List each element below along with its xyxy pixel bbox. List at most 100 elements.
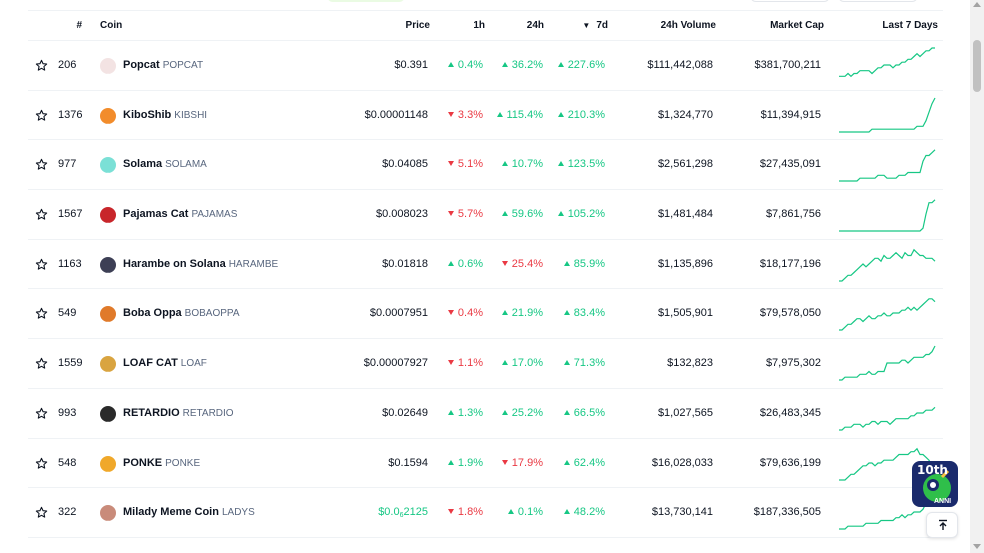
- filter-pill[interactable]: [327, 0, 405, 2]
- sparkline-7d[interactable]: [838, 439, 938, 488]
- coin-symbol: POPCAT: [162, 60, 204, 71]
- sparkline-7d[interactable]: [838, 140, 938, 189]
- sparkline-7d[interactable]: [838, 240, 938, 289]
- table-row[interactable]: 977 Solama SOLAMA $0.04085 5.1% 10.7% 123.5% $2…: [28, 140, 943, 191]
- volume-24h: $2,561,298: [657, 158, 713, 171]
- table-row[interactable]: 1163 Harambe on Solana HARAMBE $0.01818 0.6%…: [28, 240, 943, 290]
- change-1h-value: 0.4%: [457, 307, 483, 320]
- caret-up-icon: [447, 459, 454, 465]
- filter-pill[interactable]: [838, 0, 918, 2]
- watchlist-star-button[interactable]: [35, 140, 49, 189]
- caret-up-icon: [557, 211, 564, 217]
- watchlist-star-button[interactable]: [35, 190, 49, 239]
- anniversary-badge[interactable]: 10th ANNI: [912, 461, 958, 507]
- scrollbar-thumb[interactable]: [973, 40, 981, 92]
- watchlist-star-button[interactable]: [35, 488, 49, 537]
- filter-pill[interactable]: [750, 0, 830, 2]
- change-1h: 0.6%: [433, 240, 483, 289]
- scrollbar[interactable]: [970, 0, 984, 553]
- watchlist-star-button[interactable]: [35, 41, 49, 90]
- scroll-up-arrow-icon[interactable]: [973, 2, 981, 7]
- caret-up-icon: [501, 360, 508, 366]
- watchlist-star-button[interactable]: [35, 91, 49, 140]
- header-rank[interactable]: #: [76, 20, 82, 31]
- table-row[interactable]: 322 Milady Meme Coin LADYS $0.062125 1.8% 0.1…: [28, 488, 943, 538]
- anniversary-art: [923, 469, 951, 502]
- caret-up-icon: [501, 310, 508, 316]
- header-sparkline[interactable]: Last 7 Days: [882, 20, 938, 31]
- change-7d-value: 227.6%: [567, 59, 605, 71]
- change-24h: 0.1%: [488, 488, 543, 537]
- header-price[interactable]: Price: [405, 20, 430, 31]
- coin-symbol: BOBAOPPA: [184, 308, 240, 320]
- change-1h: 5.1%: [433, 140, 483, 189]
- table-row[interactable]: 548 PONKE PONKE $0.1594 1.9% 17.9% 62.4% $16,02…: [28, 439, 943, 489]
- market-cap: $27,435,091: [759, 158, 821, 171]
- sparkline-path: [839, 248, 936, 282]
- table-row[interactable]: 993 RETARDIO RETARDIO $0.02649 1.3% 25.2% 66.5…: [28, 389, 943, 439]
- change-1h: 0.4%: [433, 41, 483, 90]
- price-suffix: 2125: [403, 506, 428, 519]
- table-row[interactable]: 1559 LOAF CAT LOAF $0.00007927 1.1% 17.0% 71.3…: [28, 339, 943, 389]
- sparkline-chart: [839, 248, 936, 282]
- cat-icon: [100, 207, 116, 224]
- table-row[interactable]: 1376 KiboShib KIBSHI $0.00001148 3.3% 115.4% 2…: [28, 91, 943, 141]
- change-1h: 5.7%: [433, 190, 483, 239]
- volume-24h: $1,481,484: [657, 208, 713, 221]
- coin-link[interactable]: Boba Oppa BOBAOPPA: [100, 289, 340, 338]
- sparkline-7d[interactable]: [838, 41, 938, 90]
- market-cap: $7,975,302: [765, 357, 821, 370]
- sparkline-7d[interactable]: [838, 91, 938, 140]
- coin-link[interactable]: Popcat POPCAT: [100, 41, 340, 90]
- caret-up-icon: [563, 509, 570, 515]
- change-7d: 105.2%: [548, 190, 605, 239]
- coin-link[interactable]: PONKE PONKE: [100, 439, 340, 488]
- crypto-table: # Coin Price 1h 24h ▼ 7d 24h Volume Marke…: [28, 10, 943, 538]
- coin-link[interactable]: Harambe on Solana HARAMBE: [100, 240, 340, 289]
- sparkline-7d[interactable]: [838, 389, 938, 438]
- gorilla-icon: [100, 256, 116, 273]
- sparkline-7d[interactable]: [838, 339, 938, 388]
- header-1h[interactable]: 1h: [473, 20, 485, 31]
- sparkline-7d[interactable]: [838, 289, 938, 338]
- header-volume[interactable]: 24h Volume: [660, 20, 716, 31]
- coin-link[interactable]: Milady Meme Coin LADYS: [100, 488, 340, 537]
- header-24h[interactable]: 24h: [526, 20, 544, 31]
- caret-up-icon: [501, 211, 508, 217]
- price: $0.0007951: [369, 307, 428, 320]
- sparkline-7d[interactable]: [838, 190, 938, 239]
- header-7d[interactable]: ▼ 7d: [568, 11, 608, 41]
- table-row[interactable]: 549 Boba Oppa BOBAOPPA $0.0007951 0.4% 21.9% 8…: [28, 289, 943, 340]
- scroll-down-arrow-icon[interactable]: [973, 544, 981, 549]
- coin-link[interactable]: Pajamas Cat PAJAMAS: [100, 190, 340, 239]
- change-24h-value: 25.4%: [511, 257, 543, 270]
- caret-down-icon: [447, 360, 454, 366]
- watchlist-star-button[interactable]: [35, 240, 49, 289]
- sparkline-7d[interactable]: [838, 488, 938, 537]
- caret-down-icon: [447, 111, 454, 117]
- scroll-to-top-button[interactable]: [926, 512, 958, 538]
- change-24h: 36.2%: [488, 41, 543, 90]
- sparkline-chart: [839, 149, 936, 182]
- caret-up-icon: [563, 459, 570, 465]
- star-icon: [35, 258, 48, 270]
- coin-link[interactable]: RETARDIO RETARDIO: [100, 389, 340, 438]
- table-row[interactable]: 1567 Pajamas Cat PAJAMAS $0.008023 5.7% 59.6%…: [28, 190, 943, 240]
- watchlist-star-button[interactable]: [35, 339, 49, 388]
- table-row[interactable]: 206 Popcat POPCAT $0.391 0.4% 36.2% 227.6% $111…: [28, 41, 943, 91]
- coin-link[interactable]: KiboShib KIBSHI: [100, 91, 340, 140]
- header-coin[interactable]: Coin: [100, 20, 123, 31]
- rank: 1567: [58, 208, 83, 221]
- sparkline-path: [839, 494, 936, 530]
- coin-link[interactable]: LOAF CAT LOAF: [100, 339, 340, 388]
- watchlist-star-button[interactable]: [35, 439, 49, 488]
- price: $0.01818: [382, 257, 428, 270]
- llama-icon: [100, 157, 116, 174]
- caret-up-icon: [501, 161, 508, 167]
- watchlist-star-button[interactable]: [35, 389, 49, 438]
- coin-name: PONKE PONKE: [123, 439, 200, 488]
- watchlist-star-button[interactable]: [35, 289, 49, 338]
- star-icon: [35, 357, 48, 369]
- coin-link[interactable]: Solama SOLAMA: [100, 140, 340, 189]
- header-market-cap[interactable]: Market Cap: [770, 20, 824, 31]
